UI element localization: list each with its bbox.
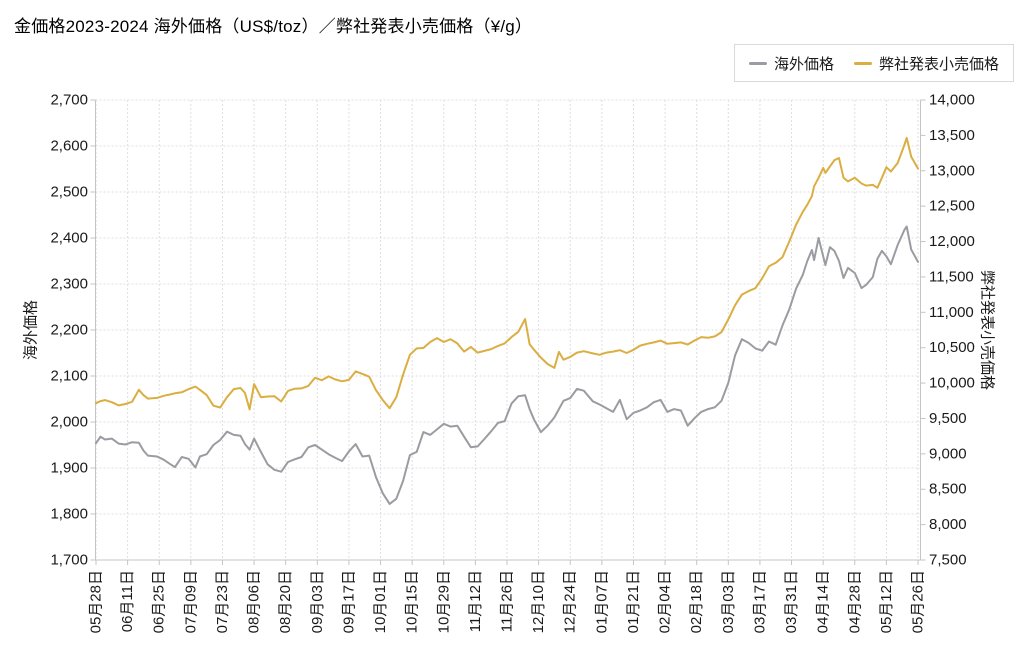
y-left-tick-label: 2,200 bbox=[50, 322, 88, 339]
y-axis-right-tick-labels: 14,000 13,500 13,000 12,500 12,000 11,500 11,0… bbox=[929, 92, 975, 569]
y-left-tick-label: 2,500 bbox=[50, 184, 88, 201]
y-left-tick-label: 2,300 bbox=[50, 276, 88, 293]
tick-marks bbox=[90, 99, 926, 565]
legend-item-retail: 弊社発表小売価格 bbox=[853, 53, 999, 74]
x-tick-label: 12月10日 bbox=[530, 570, 547, 633]
x-tick-label: 02月04日 bbox=[657, 570, 674, 633]
x-tick-label: 03月03日 bbox=[720, 570, 737, 633]
gridlines bbox=[95, 99, 921, 560]
x-tick-label: 04月28日 bbox=[846, 570, 863, 633]
legend: 海外価格 弊社発表小売価格 bbox=[733, 44, 1014, 82]
x-tick-label: 08月20日 bbox=[277, 570, 294, 633]
y-right-tick-label: 10,000 bbox=[929, 375, 975, 392]
x-tick-label: 06月25日 bbox=[151, 570, 168, 633]
legend-swatch bbox=[748, 61, 767, 65]
legend-label-retail: 弊社発表小売価格 bbox=[878, 55, 999, 73]
y-left-tick-label: 1,800 bbox=[50, 506, 88, 523]
x-tick-label: 01月07日 bbox=[593, 570, 610, 633]
x-tick-label: 03月17日 bbox=[751, 570, 768, 633]
x-tick-label: 05月26日 bbox=[910, 570, 927, 633]
x-tick-label: 09月03日 bbox=[309, 570, 326, 633]
y-right-tick-label: 11,500 bbox=[929, 268, 974, 285]
series-line-retail-price bbox=[95, 136, 919, 411]
y-right-tick-label: 11,000 bbox=[929, 304, 974, 321]
y-right-tick-label: 7,500 bbox=[929, 552, 967, 569]
y-right-tick-label: 8,500 bbox=[929, 481, 967, 498]
x-tick-label: 02月18日 bbox=[688, 570, 705, 633]
x-tick-label: 12月24日 bbox=[562, 570, 579, 633]
y-left-tick-label: 1,700 bbox=[50, 552, 88, 569]
y-right-tick-label: 9,500 bbox=[929, 410, 967, 427]
y-right-tick-label: 13,000 bbox=[929, 162, 975, 179]
x-tick-label: 01月21日 bbox=[625, 570, 642, 633]
y-right-tick-label: 13,500 bbox=[929, 127, 975, 144]
x-tick-label: 09月17日 bbox=[340, 570, 357, 633]
x-tick-label: 10月01日 bbox=[372, 570, 389, 633]
y-right-tick-label: 12,000 bbox=[929, 233, 975, 250]
y-right-tick-label: 14,000 bbox=[929, 92, 975, 109]
x-tick-label: 04月14日 bbox=[815, 570, 832, 633]
y-right-tick-label: 12,500 bbox=[929, 198, 975, 215]
y-left-tick-label: 2,000 bbox=[50, 414, 88, 431]
x-tick-label: 06月11日 bbox=[119, 570, 136, 632]
x-tick-label: 07月09日 bbox=[182, 570, 199, 633]
x-axis-tick-labels: 05月28日 06月11日 06月25日 07月09日 07月23日 08月06日 08月2… bbox=[88, 570, 927, 633]
y-left-tick-label: 1,900 bbox=[50, 460, 88, 477]
series-line-overseas-price bbox=[95, 225, 919, 505]
y-left-tick-label: 2,100 bbox=[50, 368, 88, 385]
chart-title: 金価格2023-2024 海外価格（US$/toz）／弊社発表小売価格（¥/g） bbox=[14, 17, 533, 36]
y-right-tick-label: 10,500 bbox=[929, 339, 975, 356]
x-tick-label: 03月31日 bbox=[783, 570, 800, 633]
x-tick-label: 10月29日 bbox=[435, 570, 452, 633]
x-tick-label: 05月12日 bbox=[878, 570, 895, 633]
y-left-tick-label: 2,400 bbox=[50, 230, 88, 247]
x-tick-label: 08月06日 bbox=[246, 570, 263, 633]
x-tick-label: 07月23日 bbox=[214, 570, 231, 633]
y-left-tick-label: 2,700 bbox=[50, 92, 88, 109]
x-tick-label: 11月12日 bbox=[467, 570, 484, 632]
y-axis-left-tick-labels: 2,700 2,600 2,500 2,400 2,300 2,200 2,100 2,000… bbox=[50, 92, 88, 569]
y-right-tick-label: 9,000 bbox=[929, 445, 967, 462]
legend-swatch bbox=[853, 61, 872, 65]
x-tick-label: 11月26日 bbox=[499, 570, 516, 632]
legend-label-overseas: 海外価格 bbox=[773, 55, 834, 73]
y-left-tick-label: 2,600 bbox=[50, 138, 88, 155]
x-tick-label: 10月15日 bbox=[404, 570, 421, 633]
x-tick-label: 05月28日 bbox=[88, 570, 105, 633]
legend-item-overseas: 海外価格 bbox=[748, 53, 834, 74]
y-right-tick-label: 8,000 bbox=[929, 516, 967, 533]
